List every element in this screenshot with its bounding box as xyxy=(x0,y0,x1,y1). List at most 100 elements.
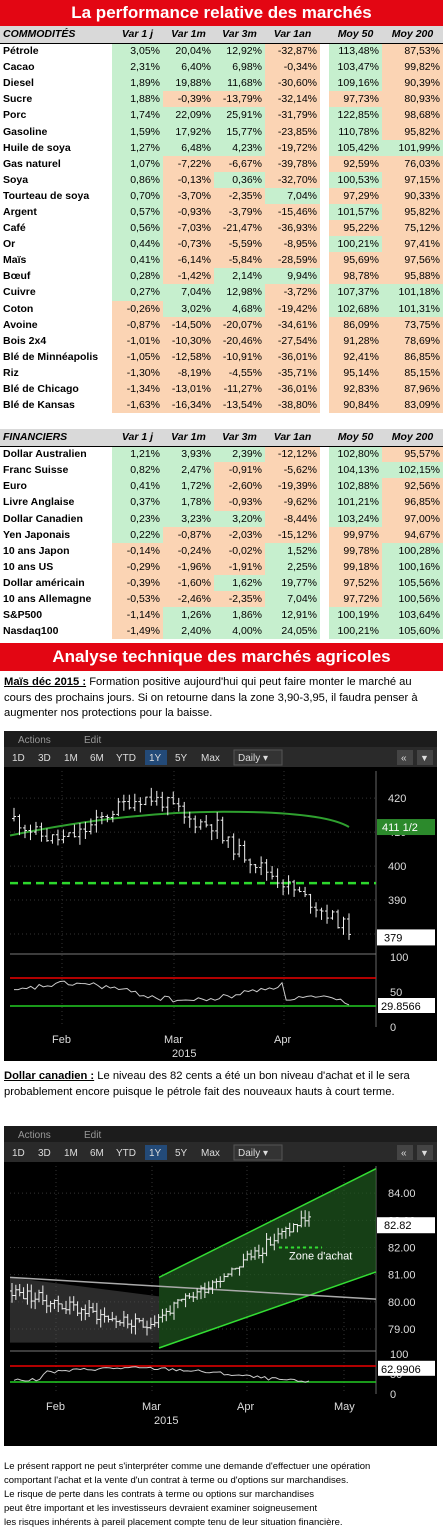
table-row: Pétrole 3,05% 20,04% 12,92% -32,87% 113,48% 87… xyxy=(0,43,443,60)
row-value: 104,13% xyxy=(329,462,382,479)
row-value: 110,78% xyxy=(329,123,382,140)
row-value: 99,82% xyxy=(382,59,443,76)
row-value: 95,88% xyxy=(382,268,443,285)
interval-select[interactable] xyxy=(233,749,283,766)
row-label: Cacao xyxy=(3,61,35,74)
chevron-down-icon: ▼ xyxy=(420,753,429,763)
chart-corn-svg[interactable]: Actions Edit 1D 3D 1M 6M YTD 1Y 5Y Max Daily ▾ « ▼ 42… xyxy=(4,731,437,1062)
row-value: 11,68% xyxy=(214,75,265,92)
row-value: -15,46% xyxy=(265,203,320,221)
row-label: Pétrole xyxy=(3,45,39,58)
row-value: -8,19% xyxy=(163,364,214,381)
row-label: Blé de Kansas xyxy=(3,399,75,412)
y-tick-label: 79.00 xyxy=(388,1324,416,1336)
row-value: 92,59% xyxy=(329,155,382,172)
chart-cad[interactable]: Actions Edit 1D 3D 1M 6M YTD 1Y 5Y Max Daily ▾ « ▼ 84… xyxy=(4,1126,437,1447)
dropdown-button[interactable] xyxy=(417,750,433,766)
range-button-active[interactable] xyxy=(145,750,167,766)
table-row: Cacao 2,31% 6,40% 6,98% -0,34% 103,47% 99,82% xyxy=(0,59,443,76)
column-gap xyxy=(320,26,329,44)
table-header: FINANCIERS Var 1 j Var 1m Var 3m Var 1an Moy … xyxy=(0,429,443,447)
row-value: -0,39% xyxy=(112,574,163,591)
commodities-table: COMMODITÉS Var 1 j Var 1m Var 3m Var 1an Moy … xyxy=(0,26,443,414)
row-value: 1,27% xyxy=(112,139,163,156)
row-value: 95,69% xyxy=(329,252,382,269)
row-value: 12,92% xyxy=(214,43,265,60)
row-value: 100,53% xyxy=(329,171,382,188)
row-label: Soya xyxy=(3,173,29,186)
range-button-ytd: YTD xyxy=(116,753,136,764)
actions-menu: Actions xyxy=(18,1130,51,1141)
row-value: 86,85% xyxy=(382,348,443,365)
row-value: -0,93% xyxy=(163,203,214,221)
column-gap xyxy=(320,284,329,301)
chart-cad-svg[interactable]: Actions Edit 1D 3D 1M 6M YTD 1Y 5Y Max Daily ▾ « ▼ 84… xyxy=(4,1126,437,1447)
buy-zone-label: Zone d'achat xyxy=(289,1251,352,1263)
range-button-active[interactable] xyxy=(145,1145,167,1161)
row-value: 96,85% xyxy=(382,494,443,511)
table-row: Euro 0,41% 1,72% -2,60% -19,39% 102,88% 92,56% xyxy=(0,478,443,495)
column-gap xyxy=(320,300,329,317)
table-header: COMMODITÉS Var 1 j Var 1m Var 3m Var 1an Moy … xyxy=(0,26,443,44)
row-value: -0,02% xyxy=(214,542,265,559)
row-value: 0,44% xyxy=(112,236,163,253)
row-value: 103,47% xyxy=(329,59,382,76)
row-value: -28,59% xyxy=(265,252,320,269)
table-row: Gas naturel 1,07% -7,22% -6,67% -39,78% 92,59… xyxy=(0,155,443,172)
row-value: 97,15% xyxy=(382,171,443,188)
chart-corn[interactable]: Actions Edit 1D 3D 1M 6M YTD 1Y 5Y Max Daily ▾ « ▼ 42… xyxy=(4,731,437,1062)
table-row: Café 0,56% -7,03% -21,47% -36,93% 95,22% 75,12… xyxy=(0,220,443,237)
column-gap xyxy=(320,574,329,591)
row-value: 102,80% xyxy=(329,446,382,463)
dropdown-button[interactable] xyxy=(417,1145,433,1161)
row-value: 25,91% xyxy=(214,107,265,124)
row-label: Euro xyxy=(3,480,27,493)
row-value: 0,70% xyxy=(112,187,163,204)
row-label: Blé de Chicago xyxy=(3,383,79,396)
row-value: 100,19% xyxy=(329,607,382,624)
indicator-value-box xyxy=(378,1361,435,1377)
column-gap xyxy=(320,220,329,237)
collapse-button[interactable] xyxy=(397,1145,413,1161)
row-value: 101,99% xyxy=(382,139,443,156)
row-value: -2,35% xyxy=(214,591,265,608)
row-value: 24,05% xyxy=(265,623,320,640)
analysis-cad: Dollar canadien : Le niveau des 82 cents… xyxy=(0,1061,443,1126)
row-value: 100,16% xyxy=(382,558,443,575)
row-value: 75,12% xyxy=(382,220,443,237)
table-row: Argent 0,57% -0,93% -3,79% -15,46% 101,57% 95,… xyxy=(0,203,443,221)
row-label: S&P500 xyxy=(3,609,43,622)
row-value: -0,39% xyxy=(163,91,214,108)
row-value: 113,48% xyxy=(329,43,382,60)
row-value: 97,52% xyxy=(329,574,382,591)
row-value: -1,49% xyxy=(112,623,163,640)
row-value: 1,72% xyxy=(163,478,214,495)
row-value: -3,79% xyxy=(214,203,265,221)
chart-menu-bar xyxy=(4,731,437,748)
indicator-tick: 0 xyxy=(390,1389,396,1401)
row-value: 98,78% xyxy=(329,268,382,285)
last-price-box xyxy=(377,929,435,946)
row-value: -21,47% xyxy=(214,220,265,237)
row-value: 97,72% xyxy=(329,591,382,608)
table-row: Blé de Minnéapolis -1,05% -12,58% -10,91% -3… xyxy=(0,348,443,365)
interval-select[interactable] xyxy=(233,1144,283,1161)
row-value: 95,14% xyxy=(329,364,382,381)
row-value: -7,03% xyxy=(163,220,214,237)
column-header: Moy 200 xyxy=(382,26,443,44)
trend-line xyxy=(9,1276,377,1301)
row-value: 99,78% xyxy=(329,542,382,559)
row-value: 100,56% xyxy=(382,591,443,608)
row-label: Porc xyxy=(3,109,27,122)
row-value: 0,27% xyxy=(112,284,163,301)
channel-lower xyxy=(158,1271,377,1349)
collapse-button[interactable] xyxy=(397,750,413,766)
row-value: 0,86% xyxy=(112,171,163,188)
table-row: Dollar américain -0,39% -1,60% 1,62% 19,77% 9… xyxy=(0,574,443,591)
row-value: 9,94% xyxy=(265,268,320,285)
year-label: 2015 xyxy=(172,1048,196,1060)
chart-background xyxy=(4,731,437,1062)
row-value: 101,21% xyxy=(329,494,382,511)
row-value: 92,83% xyxy=(329,380,382,398)
row-value: 17,92% xyxy=(163,123,214,140)
